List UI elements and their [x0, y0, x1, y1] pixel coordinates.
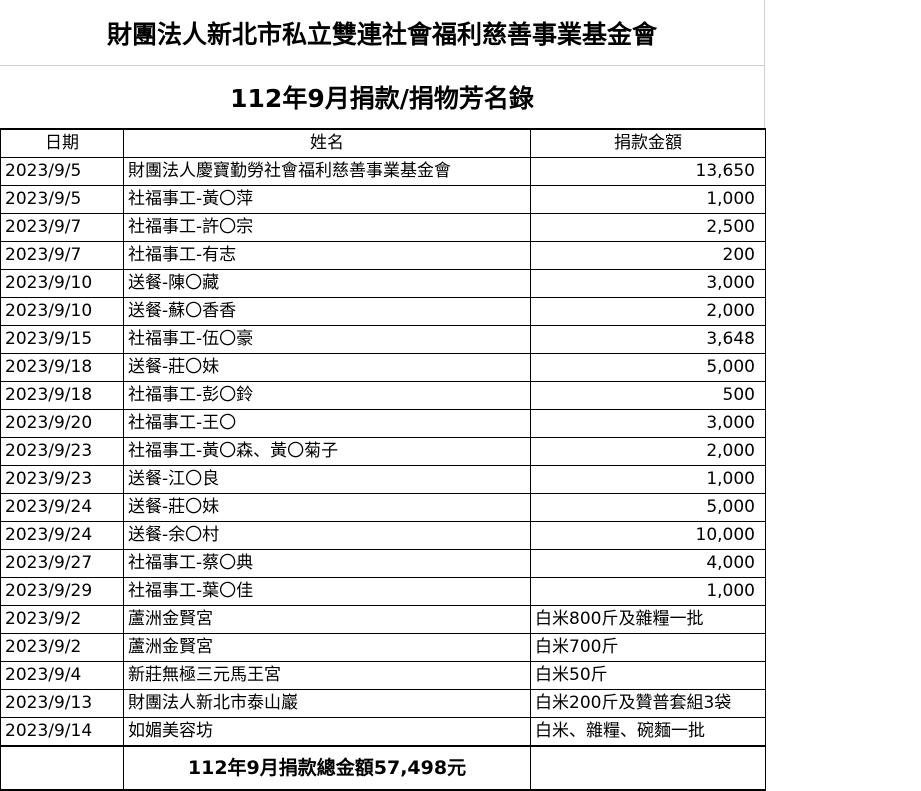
date-cell: 2023/9/24	[0, 521, 124, 550]
amount-cell: 500	[530, 381, 766, 410]
date-cell: 2023/9/15	[0, 325, 124, 354]
amount-cell: 13,650	[530, 157, 766, 186]
name-cell: 蘆洲金賢宮	[123, 633, 531, 662]
table-row: 2023/9/5 財團法人慶寶勤勞社會福利慈善事業基金會 13,650	[0, 157, 766, 186]
date-cell: 2023/9/10	[0, 297, 124, 326]
name-cell: 送餐-陳〇藏	[123, 269, 531, 298]
amount-cell: 3,000	[530, 409, 766, 438]
item-cell: 白米700斤	[530, 633, 766, 662]
name-cell: 送餐-莊〇妹	[123, 353, 531, 382]
total-empty-cell	[0, 745, 124, 791]
name-cell: 社福事工-許〇宗	[123, 213, 531, 242]
table-row: 2023/9/4 新莊無極三元馬王宮 白米50斤	[0, 661, 766, 690]
name-cell: 社福事工-王〇	[123, 409, 531, 438]
item-cell: 白米800斤及雜糧一批	[530, 605, 766, 634]
amount-cell: 4,000	[530, 549, 766, 578]
amount-cell: 1,000	[530, 577, 766, 606]
donation-sheet: 財團法人新北市私立雙連社會福利慈善事業基金會 112年9月捐款/捐物芳名錄 日期…	[0, 0, 766, 791]
table-row: 2023/9/13 財團法人新北市泰山巖 白米200斤及贊普套組3袋	[0, 689, 766, 718]
amount-cell: 10,000	[530, 521, 766, 550]
table-row: 2023/9/29 社福事工-葉〇佳 1,000	[0, 577, 766, 606]
amount-cell: 5,000	[530, 493, 766, 522]
date-cell: 2023/9/23	[0, 437, 124, 466]
date-cell: 2023/9/29	[0, 577, 124, 606]
table-row: 2023/9/23 送餐-江〇良 1,000	[0, 465, 766, 494]
amount-cell: 5,000	[530, 353, 766, 382]
name-cell: 送餐-莊〇妹	[123, 493, 531, 522]
name-cell: 蘆洲金賢宮	[123, 605, 531, 634]
table-row: 2023/9/10 送餐-陳〇藏 3,000	[0, 269, 766, 298]
name-cell: 送餐-蘇〇香香	[123, 297, 531, 326]
name-cell: 社福事工-蔡〇典	[123, 549, 531, 578]
item-cell: 白米200斤及贊普套組3袋	[530, 689, 766, 718]
table-row: 2023/9/14 如媚美容坊 白米、雜糧、碗麵一批	[0, 717, 766, 747]
name-cell: 社福事工-黃〇萍	[123, 185, 531, 214]
amount-cell: 200	[530, 241, 766, 270]
date-cell: 2023/9/4	[0, 661, 124, 690]
date-cell: 2023/9/23	[0, 465, 124, 494]
name-cell: 社福事工-彭〇鈴	[123, 381, 531, 410]
table-row: 2023/9/20 社福事工-王〇 3,000	[0, 409, 766, 438]
amount-cell: 1,000	[530, 185, 766, 214]
name-cell: 社福事工-葉〇佳	[123, 577, 531, 606]
name-cell: 財團法人新北市泰山巖	[123, 689, 531, 718]
date-cell: 2023/9/18	[0, 353, 124, 382]
total-row: 112年9月捐款總金額57,498元	[0, 745, 766, 791]
amount-cell: 1,000	[530, 465, 766, 494]
amount-cell: 2,000	[530, 437, 766, 466]
name-cell: 如媚美容坊	[123, 717, 531, 747]
table-row: 2023/9/27 社福事工-蔡〇典 4,000	[0, 549, 766, 578]
date-cell: 2023/9/5	[0, 157, 124, 186]
table-row: 2023/9/5 社福事工-黃〇萍 1,000	[0, 185, 766, 214]
date-cell: 2023/9/2	[0, 633, 124, 662]
header-date: 日期	[0, 128, 124, 158]
date-cell: 2023/9/24	[0, 493, 124, 522]
name-cell: 社福事工-有志	[123, 241, 531, 270]
table-row: 2023/9/23 社福事工-黃〇森、黃〇菊子 2,000	[0, 437, 766, 466]
table-row: 2023/9/24 送餐-余〇村 10,000	[0, 521, 766, 550]
table-row: 2023/9/24 送餐-莊〇妹 5,000	[0, 493, 766, 522]
table-row: 2023/9/7 社福事工-許〇宗 2,500	[0, 213, 766, 242]
date-cell: 2023/9/10	[0, 269, 124, 298]
name-cell: 送餐-江〇良	[123, 465, 531, 494]
amount-cell: 2,500	[530, 213, 766, 242]
item-cell: 白米50斤	[530, 661, 766, 690]
name-cell: 財團法人慶寶勤勞社會福利慈善事業基金會	[123, 157, 531, 186]
table-row: 2023/9/7 社福事工-有志 200	[0, 241, 766, 270]
date-cell: 2023/9/5	[0, 185, 124, 214]
amount-cell: 3,000	[530, 269, 766, 298]
sheet-subtitle: 112年9月捐款/捐物芳名錄	[0, 66, 765, 128]
table-row: 2023/9/18 送餐-莊〇妹 5,000	[0, 353, 766, 382]
name-cell: 社福事工-黃〇森、黃〇菊子	[123, 437, 531, 466]
total-amount: 112年9月捐款總金額57,498元	[123, 745, 531, 791]
header-name: 姓名	[123, 128, 531, 158]
date-cell: 2023/9/7	[0, 213, 124, 242]
total-empty-cell	[530, 745, 766, 791]
table-row: 2023/9/2 蘆洲金賢宮 白米700斤	[0, 633, 766, 662]
item-cell: 白米、雜糧、碗麵一批	[530, 717, 766, 747]
name-cell: 社福事工-伍〇豪	[123, 325, 531, 354]
date-cell: 2023/9/2	[0, 605, 124, 634]
amount-cell: 2,000	[530, 297, 766, 326]
date-cell: 2023/9/20	[0, 409, 124, 438]
table-row: 2023/9/2 蘆洲金賢宮 白米800斤及雜糧一批	[0, 605, 766, 634]
header-row: 日期 姓名 捐款金額	[0, 128, 766, 158]
amount-cell: 3,648	[530, 325, 766, 354]
name-cell: 新莊無極三元馬王宮	[123, 661, 531, 690]
date-cell: 2023/9/18	[0, 381, 124, 410]
header-amount: 捐款金額	[530, 128, 766, 158]
table-row: 2023/9/10 送餐-蘇〇香香 2,000	[0, 297, 766, 326]
date-cell: 2023/9/7	[0, 241, 124, 270]
donation-table: 日期 姓名 捐款金額 2023/9/5 財團法人慶寶勤勞社會福利慈善事業基金會 13…	[0, 128, 766, 791]
date-cell: 2023/9/13	[0, 689, 124, 718]
date-cell: 2023/9/27	[0, 549, 124, 578]
date-cell: 2023/9/14	[0, 717, 124, 747]
table-row: 2023/9/15 社福事工-伍〇豪 3,648	[0, 325, 766, 354]
table-row: 2023/9/18 社福事工-彭〇鈴 500	[0, 381, 766, 410]
organization-title: 財團法人新北市私立雙連社會福利慈善事業基金會	[0, 0, 765, 66]
name-cell: 送餐-余〇村	[123, 521, 531, 550]
